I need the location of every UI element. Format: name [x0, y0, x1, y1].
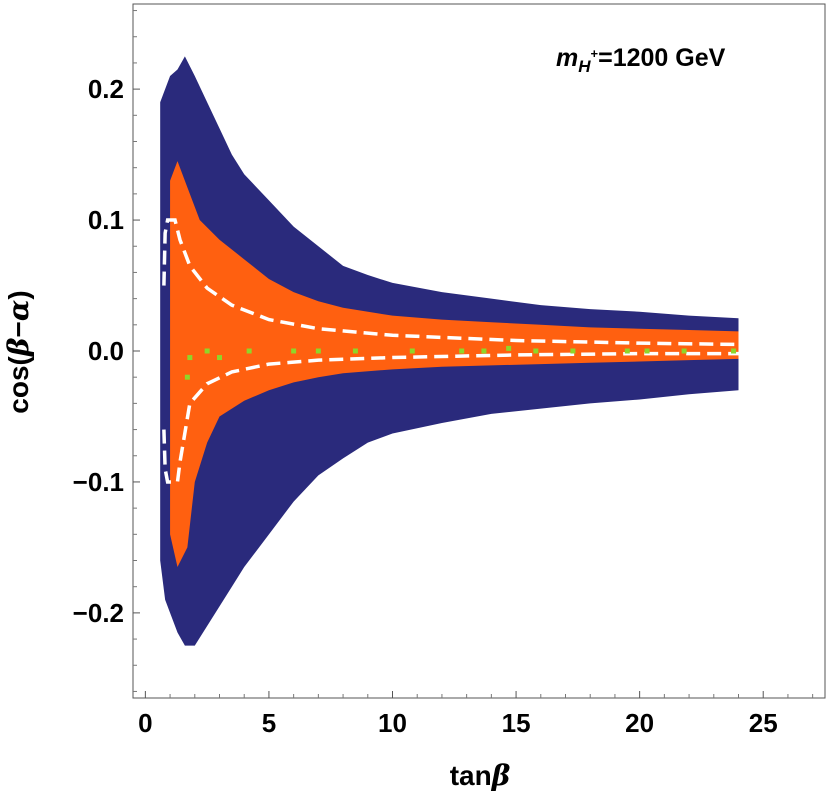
green-point — [204, 348, 210, 354]
green-point — [681, 348, 687, 354]
x-axis-label: tanβ — [450, 759, 511, 792]
green-point — [506, 345, 512, 351]
green-point — [570, 348, 576, 354]
mass-label: mH+=1200 GeV — [556, 44, 726, 76]
green-point — [291, 348, 297, 354]
green-point — [409, 348, 415, 354]
plot-area — [132, 3, 826, 699]
x-tick-label: 25 — [749, 708, 778, 738]
green-point — [459, 348, 465, 354]
green-point — [184, 374, 190, 380]
y-tick-label: 0.2 — [88, 74, 124, 104]
dashed-bound-curve-2 — [162, 218, 739, 347]
x-tick-label: 0 — [138, 708, 152, 738]
green-point — [533, 348, 539, 354]
green-point — [352, 348, 358, 354]
dashed-bound-curve-3 — [162, 351, 739, 484]
inner_region-region — [170, 161, 739, 568]
y-axis-label: cos(β−α) — [2, 290, 35, 413]
y-tick-label: 0.1 — [88, 205, 124, 235]
x-tick-label: 20 — [625, 708, 654, 738]
x-tick-label: 5 — [262, 708, 276, 738]
y-tick-label: 0.0 — [88, 336, 124, 366]
mass-annotation: mH+=1200 GeV — [556, 44, 726, 76]
green-point — [624, 348, 630, 354]
y-tick-label: −0.2 — [73, 598, 124, 628]
axes: 0 5 10 15 20 25 0.2 0.1 0.0 −0.1 −0.2 tanβ cos(β−α) — [2, 10, 814, 792]
green-point — [644, 348, 650, 354]
green-point — [246, 348, 252, 354]
green-point — [481, 348, 487, 354]
green-point — [731, 348, 737, 354]
y-tick-label: −0.1 — [73, 467, 124, 497]
green-point — [217, 355, 222, 361]
green-point — [315, 348, 321, 354]
x-tick-label: 15 — [502, 708, 531, 738]
x-tick-label: 10 — [378, 708, 407, 738]
green-point — [187, 355, 193, 361]
